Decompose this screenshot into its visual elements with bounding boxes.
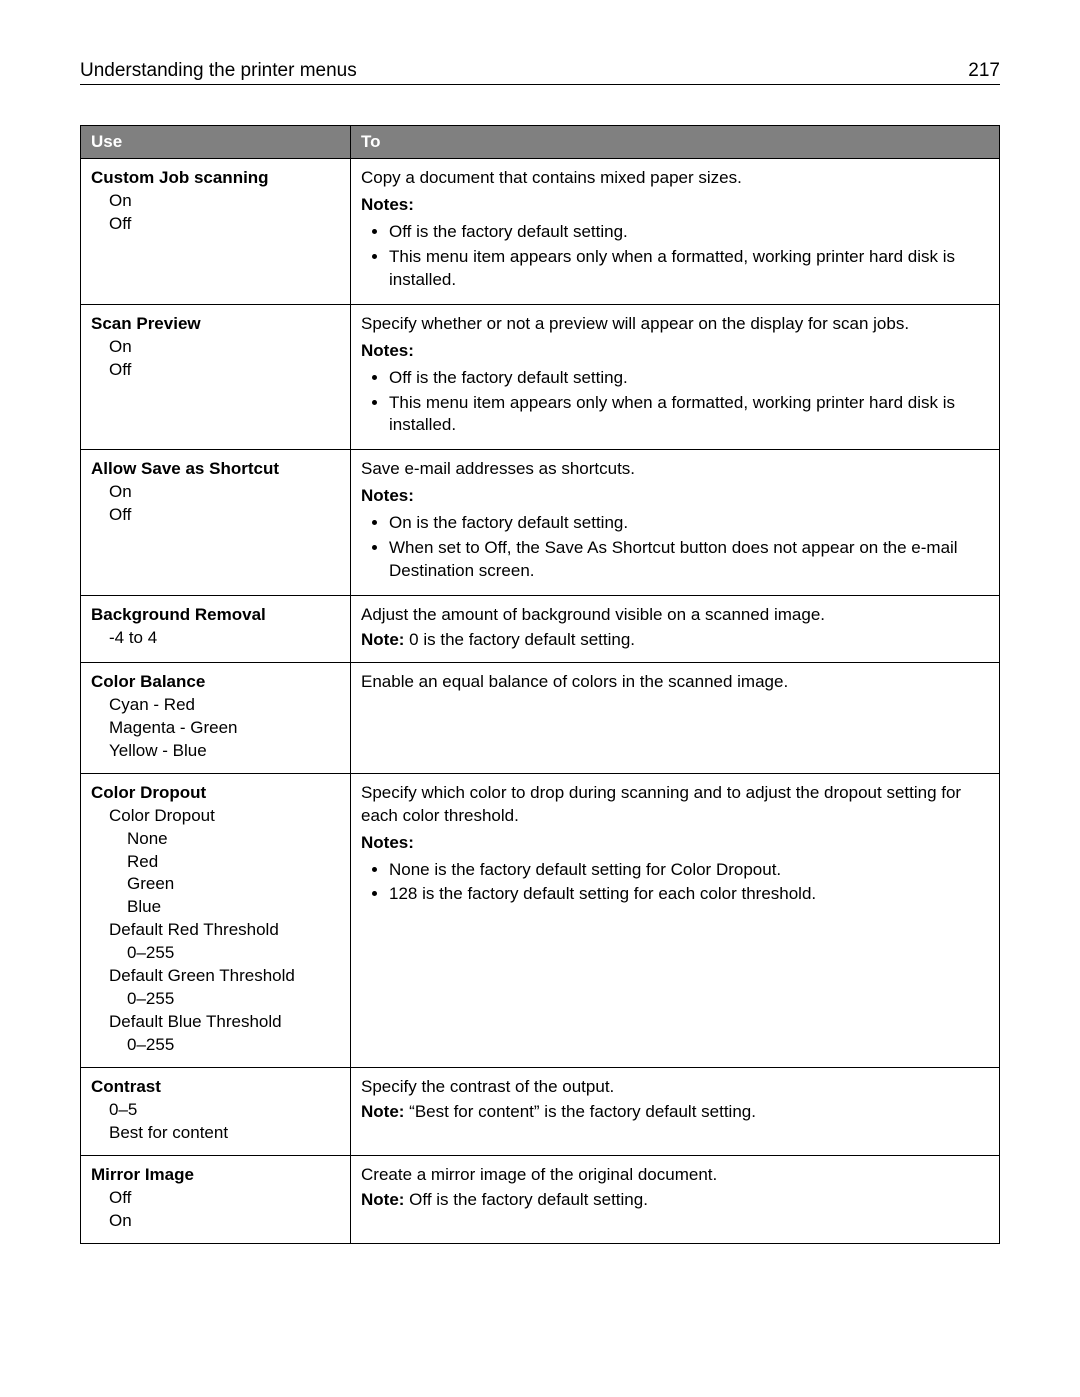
- use-option: 0–5: [91, 1099, 340, 1122]
- table-body: Custom Job scanningOnOffCopy a document …: [81, 159, 1000, 1244]
- note-item: This menu item appears only when a forma…: [389, 392, 989, 438]
- note-item: 128 is the factory default setting for e…: [389, 883, 989, 906]
- use-option: Green: [91, 873, 340, 896]
- use-option: Default Blue Threshold: [91, 1011, 340, 1034]
- table-row: Allow Save as ShortcutOnOffSave e-mail a…: [81, 450, 1000, 596]
- use-option: None: [91, 828, 340, 851]
- to-cell: Specify whether or not a preview will ap…: [351, 304, 1000, 450]
- use-cell: Allow Save as ShortcutOnOff: [81, 450, 351, 596]
- single-note-text: “Best for content” is the factory defaul…: [404, 1102, 756, 1121]
- notes-list: On is the factory default setting.When s…: [361, 512, 989, 583]
- use-cell: Custom Job scanningOnOff: [81, 159, 351, 305]
- to-description: Create a mirror image of the original do…: [361, 1164, 989, 1187]
- use-title: Scan Preview: [91, 313, 340, 336]
- use-title: Mirror Image: [91, 1164, 340, 1187]
- header-title: Understanding the printer menus: [80, 60, 357, 82]
- use-cell: Background Removal-4 to 4: [81, 596, 351, 663]
- use-option: 0–255: [91, 988, 340, 1011]
- page: Understanding the printer menus 217 Use …: [0, 0, 1080, 1397]
- use-option: On: [91, 336, 340, 359]
- to-description: Adjust the amount of background visible …: [361, 604, 989, 627]
- page-number: 217: [968, 60, 1000, 82]
- notes-list: Off is the factory default setting.This …: [361, 367, 989, 438]
- table-row: Mirror ImageOffOn Create a mirror image o…: [81, 1155, 1000, 1243]
- table-row: Custom Job scanningOnOff Copy a document …: [81, 159, 1000, 305]
- table-row: Background Removal-4 to 4 Adjust the amou…: [81, 596, 1000, 663]
- page-header: Understanding the printer menus 217: [80, 60, 1000, 85]
- use-option: Off: [91, 213, 340, 236]
- note-item: Off is the factory default setting.: [389, 367, 989, 390]
- use-option: -4 to 4: [91, 627, 340, 650]
- use-option: Default Green Threshold: [91, 965, 340, 988]
- use-option: Default Red Threshold: [91, 919, 340, 942]
- single-note-label: Note:: [361, 1190, 404, 1209]
- note-item: This menu item appears only when a forma…: [389, 246, 989, 292]
- note-item: On is the factory default setting.: [389, 512, 989, 535]
- to-description: Save e-mail addresses as shortcuts.: [361, 458, 989, 481]
- single-note-label: Note:: [361, 1102, 404, 1121]
- col-header-to: To: [351, 126, 1000, 159]
- notes-label: Notes:: [361, 340, 989, 363]
- menu-table: Use To Custom Job scanningOnOffCopy a do…: [80, 125, 1000, 1244]
- use-title: Contrast: [91, 1076, 340, 1099]
- single-note: Note: 0 is the factory default setting.: [361, 629, 989, 652]
- to-cell: Create a mirror image of the original do…: [351, 1155, 1000, 1243]
- use-option: Off: [91, 504, 340, 527]
- to-cell: Copy a document that contains mixed pape…: [351, 159, 1000, 305]
- single-note-text: Off is the factory default setting.: [404, 1190, 647, 1209]
- use-title: Custom Job scanning: [91, 167, 340, 190]
- use-option: Magenta - Green: [91, 717, 340, 740]
- single-note-label: Note:: [361, 630, 404, 649]
- to-cell: Save e-mail addresses as shortcuts. Notes…: [351, 450, 1000, 596]
- use-cell: Mirror ImageOffOn: [81, 1155, 351, 1243]
- use-title: Allow Save as Shortcut: [91, 458, 340, 481]
- notes-label: Notes:: [361, 485, 989, 508]
- to-description: Copy a document that contains mixed pape…: [361, 167, 989, 190]
- use-option: On: [91, 481, 340, 504]
- use-title: Color Balance: [91, 671, 340, 694]
- note-item: When set to Off, the Save As Shortcut bu…: [389, 537, 989, 583]
- notes-label: Notes:: [361, 194, 989, 217]
- single-note: Note: Off is the factory default setting…: [361, 1189, 989, 1212]
- use-cell: Color BalanceCyan - RedMagenta - GreenYe…: [81, 662, 351, 773]
- to-cell: Specify the contrast of the output.Note:…: [351, 1067, 1000, 1155]
- use-cell: Contrast0–5Best for content: [81, 1067, 351, 1155]
- table-row: Contrast0–5Best for content Specify the c…: [81, 1067, 1000, 1155]
- use-option: Off: [91, 1187, 340, 1210]
- note-item: Off is the factory default setting.: [389, 221, 989, 244]
- to-description: Specify the contrast of the output.: [361, 1076, 989, 1099]
- use-option: Yellow - Blue: [91, 740, 340, 763]
- use-option: Color Dropout: [91, 805, 340, 828]
- use-option: 0–255: [91, 942, 340, 965]
- use-option: Cyan - Red: [91, 694, 340, 717]
- use-option: 0–255: [91, 1034, 340, 1057]
- use-title: Background Removal: [91, 604, 340, 627]
- to-cell: Specify which color to drop during scann…: [351, 773, 1000, 1067]
- to-cell: Adjust the amount of background visible …: [351, 596, 1000, 663]
- to-description: Enable an equal balance of colors in the…: [361, 671, 989, 694]
- use-option: Best for content: [91, 1122, 340, 1145]
- use-title: Color Dropout: [91, 782, 340, 805]
- to-description: Specify whether or not a preview will ap…: [361, 313, 989, 336]
- use-option: Off: [91, 359, 340, 382]
- col-header-use: Use: [81, 126, 351, 159]
- table-row: Color BalanceCyan - RedMagenta - GreenYe…: [81, 662, 1000, 773]
- table-row: Color DropoutColor DropoutNoneRedGreenBl…: [81, 773, 1000, 1067]
- use-cell: Color DropoutColor DropoutNoneRedGreenBl…: [81, 773, 351, 1067]
- use-option: Blue: [91, 896, 340, 919]
- table-head: Use To: [81, 126, 1000, 159]
- to-description: Specify which color to drop during scann…: [361, 782, 989, 828]
- notes-list: Off is the factory default setting.This …: [361, 221, 989, 292]
- single-note-text: 0 is the factory default setting.: [404, 630, 635, 649]
- use-option: On: [91, 190, 340, 213]
- use-option: Red: [91, 851, 340, 874]
- use-cell: Scan PreviewOnOff: [81, 304, 351, 450]
- notes-list: None is the factory default setting for …: [361, 859, 989, 907]
- table-row: Scan PreviewOnOff Specify whether or not …: [81, 304, 1000, 450]
- note-item: None is the factory default setting for …: [389, 859, 989, 882]
- notes-label: Notes:: [361, 832, 989, 855]
- use-option: On: [91, 1210, 340, 1233]
- to-cell: Enable an equal balance of colors in the…: [351, 662, 1000, 773]
- single-note: Note: “Best for content” is the factory …: [361, 1101, 989, 1124]
